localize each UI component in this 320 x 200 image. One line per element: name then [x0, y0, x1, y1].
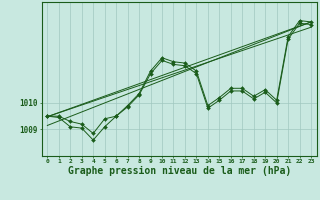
X-axis label: Graphe pression niveau de la mer (hPa): Graphe pression niveau de la mer (hPa): [68, 166, 291, 176]
